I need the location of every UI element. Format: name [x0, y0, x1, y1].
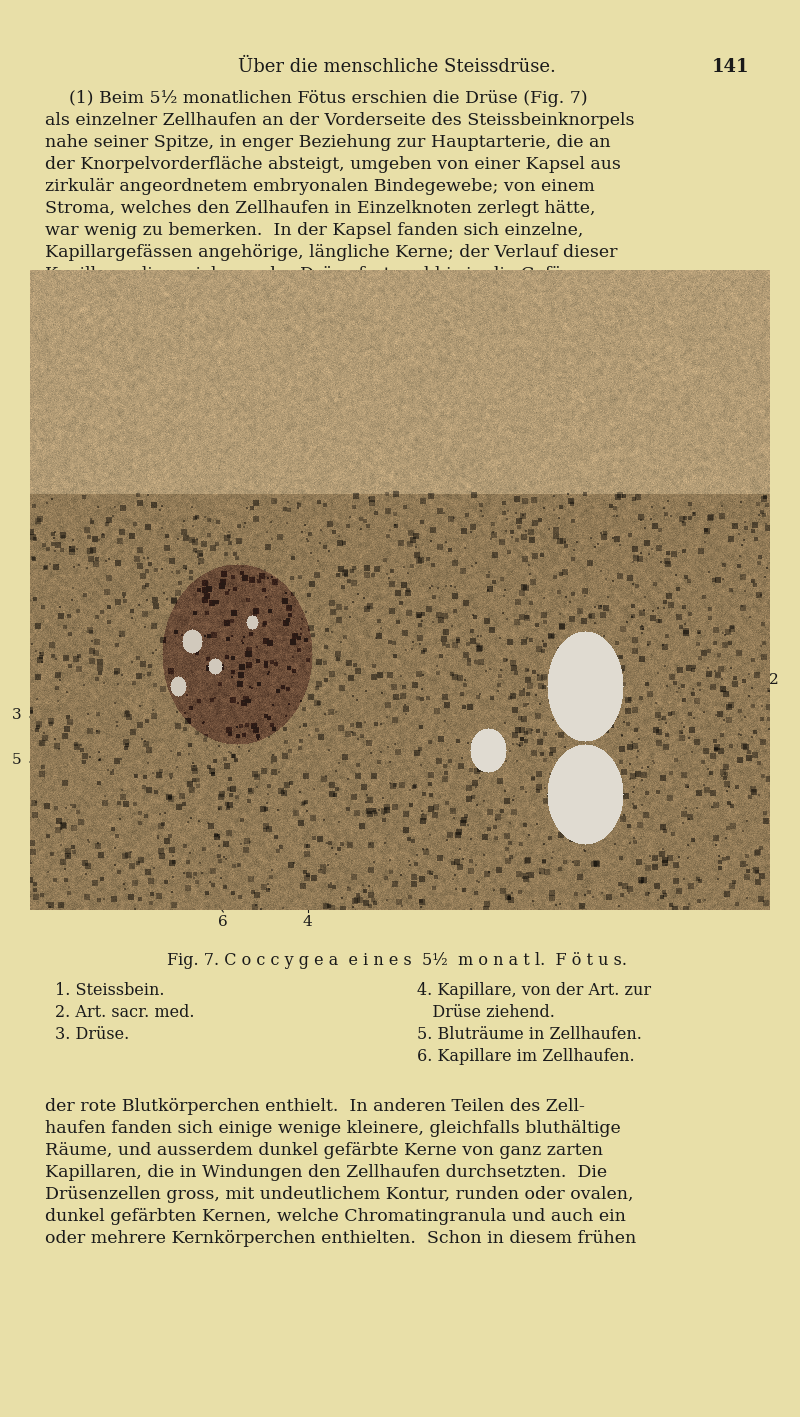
Text: Kapillaren, die in Windungen den Zellhaufen durchsetzten.  Die: Kapillaren, die in Windungen den Zellhau…: [45, 1163, 606, 1180]
Text: 1. Steissbein.: 1. Steissbein.: [54, 982, 164, 999]
Text: der Knorpelvorderfläche absteigt, umgeben von einer Kapsel aus: der Knorpelvorderfläche absteigt, umgebe…: [45, 156, 621, 173]
Text: Räume, und ausserdem dunkel gefärbte Kerne von ganz zarten: Räume, und ausserdem dunkel gefärbte Ker…: [45, 1142, 602, 1159]
Text: 4. Kapillare, von der Art. zur: 4. Kapillare, von der Art. zur: [417, 982, 651, 999]
Text: Stroma, welches den Zellhaufen in Einzelknoten zerlegt hätte,: Stroma, welches den Zellhaufen in Einzel…: [45, 200, 595, 217]
Text: (1) Beim 5¹⁄₂ monatlichen Fötus erschien die Drüse (Fig. 7): (1) Beim 5¹⁄₂ monatlichen Fötus erschien…: [70, 91, 588, 108]
Text: Kapillaren liess sich von der Drüse fort und bis in die Gefässe: Kapillaren liess sich von der Drüse fort…: [45, 266, 590, 283]
Text: Über die menschliche Steissdrüse.: Über die menschliche Steissdrüse.: [238, 58, 556, 77]
Text: sich ein wohl ausgeprägter Blutraum mit Endothel ausgekleidet,: sich ein wohl ausgeprägter Blutraum mit …: [45, 310, 614, 327]
Text: 5. Bluträume in Zellhaufen.: 5. Bluträume in Zellhaufen.: [417, 1026, 642, 1043]
Text: 3. Drüse.: 3. Drüse.: [54, 1026, 129, 1043]
Text: 2: 2: [769, 673, 779, 687]
Text: nahe seiner Spitze, in enger Beziehung zur Hauptarterie, die an: nahe seiner Spitze, in enger Beziehung z…: [45, 135, 610, 152]
Text: dunkel gefärbten Kernen, welche Chromatingranula und auch ein: dunkel gefärbten Kernen, welche Chromati…: [45, 1209, 626, 1226]
Text: zirkulär angeordnetem embryonalen Bindegewebe; von einem: zirkulär angeordnetem embryonalen Bindeg…: [45, 179, 594, 196]
Text: Drüse ziehend.: Drüse ziehend.: [417, 1005, 554, 1022]
Text: 6. Kapillare im Zellhaufen.: 6. Kapillare im Zellhaufen.: [417, 1049, 634, 1066]
Text: als einzelner Zellhaufen an der Vorderseite des Steissbeinknorpels: als einzelner Zellhaufen an der Vorderse…: [45, 112, 634, 129]
Text: 1: 1: [273, 285, 282, 299]
Text: 5: 5: [12, 752, 22, 767]
Text: der Umgebung verfolgen.  Im Bereiche der Drüsenzellen fand: der Umgebung verfolgen. Im Bereiche der …: [45, 288, 591, 305]
Text: 3: 3: [12, 708, 22, 723]
Text: haufen fanden sich einige wenige kleinere, gleichfalls bluthältige: haufen fanden sich einige wenige kleiner…: [45, 1119, 621, 1136]
Text: Fig. 7. C o c c y g e a  e i n e s  5¹⁄₂  m o n a t l.  F ö t u s.: Fig. 7. C o c c y g e a e i n e s 5¹⁄₂ m…: [167, 952, 627, 969]
Text: 4: 4: [302, 915, 313, 930]
Text: war wenig zu bemerken.  In der Kapsel fanden sich einzelne,: war wenig zu bemerken. In der Kapsel fan…: [45, 222, 583, 239]
Text: oder mehrere Kernkörperchen enthielten.  Schon in diesem frühen: oder mehrere Kernkörperchen enthielten. …: [45, 1230, 636, 1247]
Text: Kapillargefässen angehörige, längliche Kerne; der Verlauf dieser: Kapillargefässen angehörige, längliche K…: [45, 244, 617, 261]
Text: 2. Art. sacr. med.: 2. Art. sacr. med.: [54, 1005, 194, 1022]
Text: 141: 141: [712, 58, 750, 77]
Text: 6: 6: [218, 915, 228, 930]
Text: der rote Blutkörperchen enthielt.  In anderen Teilen des Zell-: der rote Blutkörperchen enthielt. In and…: [45, 1098, 585, 1115]
Text: Drüsenzellen gross, mit undeutlichem Kontur, runden oder ovalen,: Drüsenzellen gross, mit undeutlichem Kon…: [45, 1186, 633, 1203]
